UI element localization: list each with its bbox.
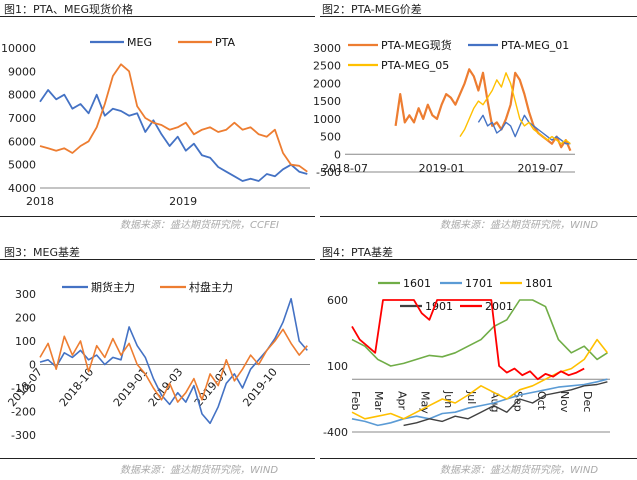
chart3-ytick-label: 100 bbox=[15, 335, 36, 348]
chart1: 4000 5000 6000 7000 8000 9000 10000 2018 2019 MEG… bbox=[1, 36, 310, 208]
chart4-ytick-label: 600 bbox=[327, 294, 348, 307]
chart2-ytick-label: 3000 bbox=[313, 42, 341, 55]
chart2-legend-label: PTA-MEG现货 bbox=[381, 38, 452, 52]
chart4-series-2001 bbox=[351, 299, 585, 381]
footer-rule-right bbox=[320, 458, 637, 459]
chart3-legend-label: 期货主力 bbox=[91, 280, 135, 294]
chart4-legend-label: 1701 bbox=[465, 277, 493, 290]
chart2-ytick-label: 2000 bbox=[313, 77, 341, 90]
chart3-ytick-label: -300 bbox=[11, 429, 36, 442]
chart1-ytick-label: 5000 bbox=[8, 159, 36, 172]
chart2-title: 图2：PTA-MEG价差 bbox=[322, 3, 422, 16]
chart1-ytick-label: 8000 bbox=[8, 89, 36, 102]
chart3-ytick-label: 300 bbox=[15, 288, 36, 301]
chart3-ytick-label: 200 bbox=[15, 312, 36, 325]
chart2-ytick-label: -500 bbox=[316, 166, 341, 179]
chart3-ytick-label: -100 bbox=[11, 382, 36, 395]
chart2-xtick-label: 2019-07 bbox=[518, 162, 564, 175]
chart3-source: 数据来源：盛达期货研究院，WIND bbox=[120, 465, 279, 476]
chart1-ytick-label: 9000 bbox=[8, 65, 36, 78]
chart2: -500 0 500 1000 1500 2000 2500 3000 2018-07 2019-… bbox=[313, 38, 575, 179]
chart3-xtick-label: 2019-03 bbox=[146, 366, 186, 410]
chart4-xtick-label: Feb bbox=[349, 391, 362, 410]
chart3-xtick-label: 2019-10 bbox=[240, 366, 280, 410]
chart4-series-1901 bbox=[403, 381, 608, 427]
chart1-legend-label: MEG bbox=[127, 36, 152, 49]
chart1-title: 图1：PTA、MEG现货价格 bbox=[4, 3, 133, 16]
chart4-xtick-label: Nov bbox=[558, 391, 571, 413]
chart4-series-1801 bbox=[351, 338, 609, 420]
chart1-ytick-label: 10000 bbox=[1, 42, 36, 55]
chart1-series-PTA bbox=[39, 63, 308, 173]
mid-rule-right bbox=[320, 259, 637, 260]
chart4-xtick-label: Dec bbox=[581, 391, 594, 412]
chart1-legend-label: PTA bbox=[215, 36, 235, 49]
chart1-xtick-label: 2018 bbox=[26, 195, 54, 208]
chart1-xtick-label: 2019 bbox=[169, 195, 197, 208]
chart4-legend-label: 1801 bbox=[525, 277, 553, 290]
chart4-ytick-label: -400 bbox=[323, 426, 348, 439]
chart4-xtick-label: Jul bbox=[465, 390, 478, 404]
chart4-xtick-label: Jun bbox=[442, 390, 455, 408]
chart2-ytick-label: 1000 bbox=[313, 113, 341, 126]
chart2-ytick-label: 0 bbox=[334, 148, 341, 161]
chart2-legend-label: PTA-MEG_01 bbox=[501, 39, 569, 52]
chart4-xtick-label: Mar bbox=[372, 391, 385, 412]
chart2-xtick-label: 2019-01 bbox=[419, 162, 465, 175]
chart2-series-PTA-MEG_05 bbox=[459, 72, 571, 145]
chart4-source: 数据来源：盛达期货研究院，WIND bbox=[440, 465, 599, 476]
chart1-series-MEG bbox=[39, 89, 308, 182]
chart1-ytick-label: 4000 bbox=[8, 182, 36, 195]
chart2-ytick-label: 1500 bbox=[313, 95, 341, 108]
chart1-ytick-label: 6000 bbox=[8, 135, 36, 148]
chart3-series-村盘主力 bbox=[39, 328, 308, 403]
top-rule-left bbox=[0, 16, 315, 17]
chart3-title: 图3：MEG基差 bbox=[4, 246, 80, 259]
chart4-series-1701 bbox=[351, 378, 608, 427]
footer-rule-left bbox=[0, 458, 315, 459]
chart4-xtick-label: Apr bbox=[395, 391, 408, 411]
chart4-legend-label: 2001 bbox=[485, 300, 513, 313]
chart4-series-1601 bbox=[351, 299, 608, 367]
bottom-rule-left bbox=[0, 216, 315, 217]
chart2-legend-label: PTA-MEG_05 bbox=[381, 59, 449, 72]
chart3-legend-label: 村盘主力 bbox=[189, 280, 233, 294]
chart3-xtick-label: 2018-10 bbox=[57, 366, 97, 410]
bottom-rule-right bbox=[320, 216, 637, 217]
top-rule-right bbox=[320, 16, 637, 17]
chart1-source: 数据来源：盛达期货研究院，CCFEI bbox=[120, 220, 279, 231]
chart3-series-期货主力 bbox=[39, 297, 308, 425]
chart2-xtick-label: 2018-07 bbox=[322, 162, 368, 175]
chart2-ytick-label: 500 bbox=[320, 131, 341, 144]
chart2-series-PTA-MEG_01 bbox=[477, 114, 571, 145]
mid-rule-left bbox=[0, 259, 315, 260]
chart4-legend-label: 1901 bbox=[425, 300, 453, 313]
chart4-ytick-label: 100 bbox=[327, 360, 348, 373]
chart2-source: 数据来源：盛达期货研究院，WIND bbox=[440, 220, 599, 231]
chart4-legend-label: 1601 bbox=[403, 277, 431, 290]
chart3-ytick-label: -200 bbox=[11, 406, 36, 419]
chart4-title: 图4：PTA基差 bbox=[322, 246, 394, 259]
chart2-ytick-label: 2500 bbox=[313, 60, 341, 73]
chart4-xtick-label: May bbox=[419, 391, 432, 414]
chart1-ytick-label: 7000 bbox=[8, 112, 36, 125]
chart3-ytick-label: 0 bbox=[29, 359, 36, 372]
